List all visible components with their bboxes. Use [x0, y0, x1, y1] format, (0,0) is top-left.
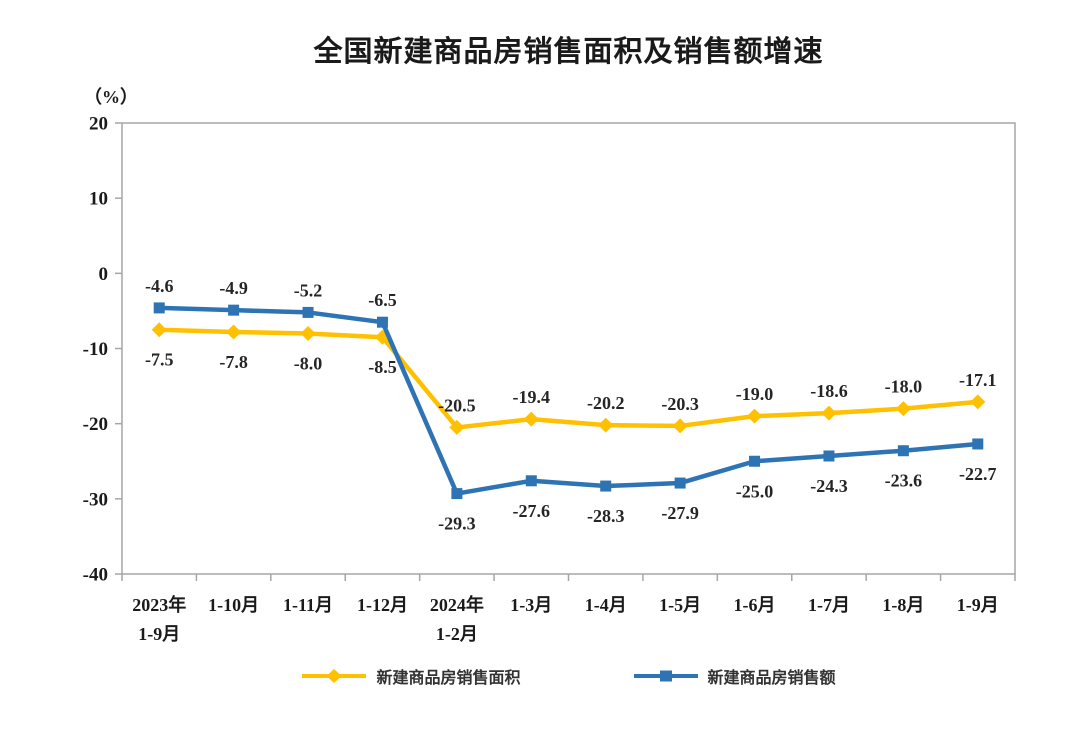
legend-label-sales-area: 新建商品房销售面积 [376, 670, 521, 687]
data-point-label: -19.4 [513, 387, 551, 407]
diamond-data-point [895, 401, 911, 417]
diamond-data-point [821, 405, 837, 421]
data-point-label: -8.0 [294, 353, 323, 373]
series-line-0 [156, 327, 981, 430]
square-data-point [153, 302, 165, 314]
y-tick-label: 20 [89, 114, 108, 135]
x-tick-label: 1-6月 [734, 595, 776, 615]
x-tick-label: 1-9月 [957, 595, 999, 615]
data-point-label: -27.9 [661, 503, 699, 523]
data-point-label: -5.2 [294, 280, 323, 300]
square-data-point [823, 450, 835, 462]
legend-label-sales-amount: 新建商品房销售额 [707, 670, 836, 687]
diamond-data-point [598, 417, 614, 433]
x-tick-label: 1-4月 [585, 595, 627, 615]
x-tick-label: 1-8月 [882, 595, 924, 615]
data-point-label: -4.9 [219, 278, 248, 298]
y-tick-label: 0 [99, 264, 109, 285]
square-data-point [897, 445, 909, 457]
y-tick-label: 10 [89, 189, 108, 210]
square-data-point [302, 306, 314, 318]
x-tick-label: 1-11月 [283, 595, 333, 615]
data-point-label: -8.5 [368, 357, 397, 377]
legend-swatch-sales-amount [633, 670, 698, 682]
x-tick-label: 1-9月 [138, 624, 180, 644]
diamond-data-point [151, 322, 167, 338]
diamond-data-point [970, 394, 986, 410]
diamond-data-point [300, 325, 316, 341]
diamond-data-point [747, 408, 763, 424]
square-data-point [972, 438, 984, 450]
y-tick-label: -10 [83, 339, 108, 360]
data-point-label: -22.7 [959, 464, 997, 484]
diamond-data-point [449, 419, 465, 435]
x-tick-label: 1-7月 [808, 595, 850, 615]
data-point-label: -18.0 [885, 377, 923, 397]
diamond-marker-icon [326, 669, 342, 683]
square-data-point [525, 475, 537, 487]
x-tick-label: 1-3月 [510, 595, 552, 615]
data-point-label: -27.6 [513, 501, 551, 521]
square-data-point [451, 488, 463, 500]
data-point-label: -7.8 [219, 352, 248, 372]
y-tick-label: -30 [83, 489, 108, 510]
data-point-label: -20.3 [661, 394, 699, 414]
data-point-label: -7.5 [145, 350, 174, 370]
chart-title: 全国新建商品房销售面积及销售额增速 [313, 36, 824, 68]
data-point-label: -23.6 [885, 471, 923, 491]
data-point-label: -24.3 [810, 476, 848, 496]
series-line-1 [156, 305, 981, 496]
square-data-point [749, 455, 761, 467]
legend-item-sales-amount: 新建商品房销售额 [633, 664, 836, 688]
diamond-data-point [226, 324, 242, 340]
y-tick-label: -20 [83, 414, 108, 435]
square-data-point [674, 477, 686, 489]
chart-legend: 新建商品房销售面积 新建商品房销售额 [122, 664, 1015, 688]
data-point-label: -6.5 [368, 290, 397, 310]
square-data-point [376, 316, 388, 328]
data-point-label: -20.5 [438, 395, 476, 415]
x-tick-label: 2023年 [132, 594, 186, 615]
x-tick-label: 1-12月 [357, 595, 408, 615]
data-point-label: -19.0 [736, 384, 774, 404]
x-tick-label: 1-2月 [436, 624, 478, 644]
legend-swatch-sales-area [302, 669, 367, 683]
data-point-label: -17.1 [959, 370, 997, 390]
x-tick-label: 1-10月 [208, 595, 259, 615]
data-point-label: -25.0 [736, 481, 774, 501]
x-tick-label: 1-5月 [659, 595, 701, 615]
data-point-label: -28.3 [587, 506, 625, 526]
square-marker-icon [659, 670, 672, 682]
square-data-point [600, 480, 612, 492]
square-data-point [228, 304, 240, 316]
diamond-data-point [672, 418, 688, 434]
y-tick-label: -40 [83, 565, 108, 586]
data-point-label: -4.6 [145, 276, 174, 296]
y-axis-unit-label: （%） [84, 87, 138, 107]
legend-item-sales-area: 新建商品房销售面积 [301, 664, 521, 688]
x-tick-label: 2024年 [430, 594, 484, 615]
plot-border [121, 122, 1016, 575]
data-point-label: -18.6 [810, 381, 848, 401]
diamond-data-point [523, 411, 539, 427]
data-point-label: -20.2 [587, 393, 625, 413]
data-point-label: -29.3 [438, 514, 476, 534]
